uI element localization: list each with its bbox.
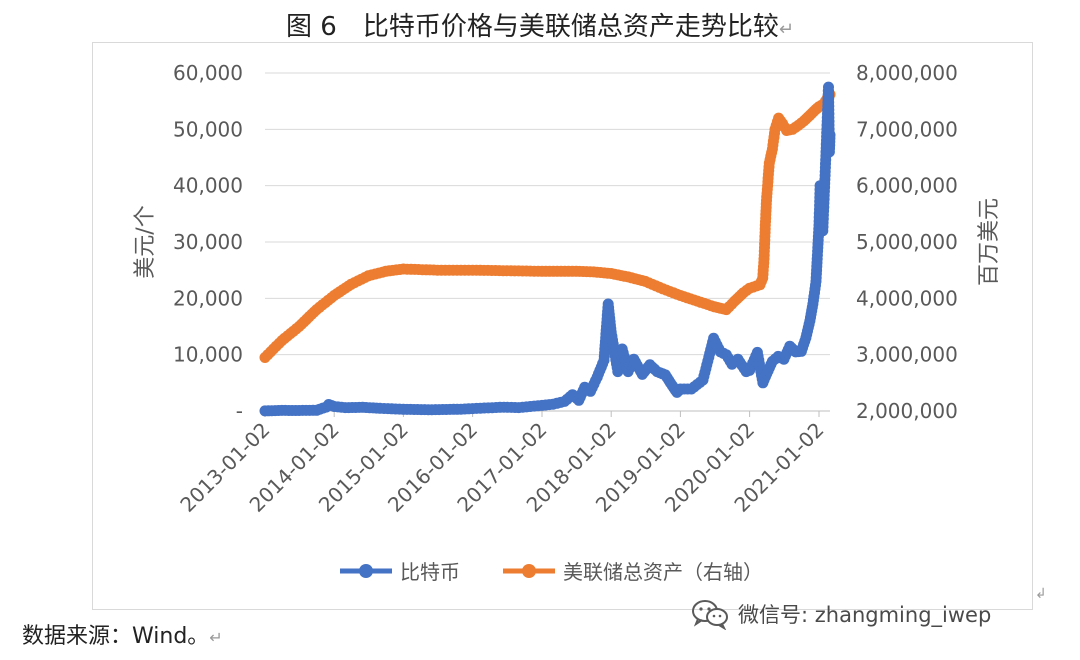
left-axis-label: 美元/个 xyxy=(133,205,158,278)
legend-marker-bitcoin xyxy=(359,564,373,578)
chart-container xyxy=(92,42,1033,610)
right-tick-label: 5,000,000 xyxy=(856,230,958,254)
right-tick-label: 7,000,000 xyxy=(856,117,958,141)
figure-title-text: 图 6 比特币价格与美联储总资产走势比较 xyxy=(286,12,779,42)
wechat-watermark: 微信号: zhangming_iwep xyxy=(690,596,991,632)
right-axis-label: 百万美元 xyxy=(977,198,1002,286)
left-tick-label: 60,000 xyxy=(173,61,243,85)
source-return-mark: ↵ xyxy=(209,628,223,647)
legend-marker-fed-assets xyxy=(522,564,536,578)
left-tick-label: 30,000 xyxy=(173,230,243,254)
watermark-text: 微信号: zhangming_iwep xyxy=(738,603,992,627)
wechat-icon xyxy=(692,600,728,630)
left-tick-label: 20,000 xyxy=(173,286,243,310)
right-tick-label: 8,000,000 xyxy=(856,61,958,85)
legend: 比特币 美联储总资产（右轴） xyxy=(340,560,763,584)
right-y-axis: 2,000,000 3,000,000 4,000,000 5,000,000 6,00… xyxy=(856,61,958,423)
left-tick-label: - xyxy=(236,399,243,423)
left-tick-label: 40,000 xyxy=(173,174,243,198)
gridlines xyxy=(265,72,830,356)
figure-title: 图 6 比特币价格与美联储总资产走势比较↵ xyxy=(0,6,1080,43)
legend-label-bitcoin: 比特币 xyxy=(400,560,460,584)
chart-svg: - 10,000 20,000 30,000 40,000 50,000 60,000 2,… xyxy=(133,61,1002,584)
left-tick-label: 50,000 xyxy=(173,117,243,141)
bitcoin-series xyxy=(259,81,836,417)
data-source-note: 数据来源：Wind。↵ xyxy=(22,618,223,650)
left-y-axis: - 10,000 20,000 30,000 40,000 50,000 60,000 xyxy=(173,61,243,423)
right-tick-label: 6,000,000 xyxy=(856,174,958,198)
corner-return-mark: ↲ xyxy=(1035,586,1047,602)
fed-assets-series xyxy=(259,88,836,363)
data-source-text: 数据来源：Wind。 xyxy=(22,624,210,649)
title-return-mark: ↵ xyxy=(778,19,794,40)
left-tick-label: 10,000 xyxy=(173,343,243,367)
legend-item-fed-assets: 美联储总资产（右轴） xyxy=(503,560,763,584)
fed-assets-line xyxy=(262,92,833,360)
right-tick-label: 4,000,000 xyxy=(856,286,958,310)
right-tick-label: 3,000,000 xyxy=(856,343,958,367)
right-tick-label: 2,000,000 xyxy=(856,399,958,423)
legend-label-fed-assets: 美联储总资产（右轴） xyxy=(563,560,763,584)
x-axis: 2013-01-022014-01-022015-01-022016-01-02… xyxy=(175,410,830,517)
legend-item-bitcoin: 比特币 xyxy=(340,560,460,584)
bitcoin-point xyxy=(824,129,836,141)
